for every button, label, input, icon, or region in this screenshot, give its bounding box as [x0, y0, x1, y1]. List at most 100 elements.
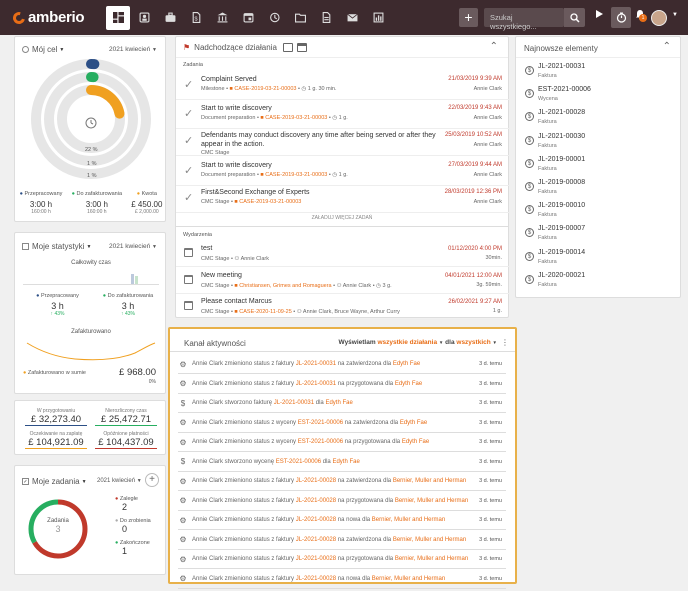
- activity-target-link[interactable]: Edyth Fae: [332, 458, 360, 465]
- activity-row[interactable]: ⚙ Annie Clark zmieniono status z faktury …: [178, 355, 506, 374]
- activity-row[interactable]: ⚙ Annie Clark zmieniono status z wyceny E…: [178, 433, 506, 452]
- collapse-chevron-icon[interactable]: ⌃: [662, 41, 671, 52]
- activity-row[interactable]: ⚙ Annie Clark zmieniono status z faktury …: [178, 511, 506, 530]
- task-title[interactable]: Start to write discovery: [201, 162, 272, 169]
- newest-item[interactable]: $ JL-2019-00007 Faktura: [525, 225, 675, 247]
- newest-item[interactable]: $ JL-2019-00008 Faktura: [525, 179, 675, 201]
- tasks-period-select[interactable]: 2021 kwiecień ▼: [97, 478, 142, 484]
- collapse-chevron-icon[interactable]: ⌃: [489, 41, 498, 52]
- activity-ref-link[interactable]: JL-2021-00028: [295, 478, 337, 484]
- activity-ref-link[interactable]: JL-2021-00028: [295, 536, 337, 543]
- upcoming-event-row[interactable]: test CMC Stage • ⚇ Annie Clark 01/12/2020 …: [176, 242, 510, 267]
- newest-item-id[interactable]: JL-2021-00031: [538, 63, 586, 70]
- user-menu-chevron-icon[interactable]: ▼: [672, 12, 678, 18]
- activity-target-link[interactable]: Bernier, Muller and Herman: [394, 556, 469, 562]
- newest-item[interactable]: $ EST-2021-00006 Wycena: [525, 86, 675, 108]
- activity-target-link[interactable]: Bernier, Muller and Herman: [394, 497, 469, 504]
- activity-target-link[interactable]: Edyth Fae: [392, 361, 421, 367]
- activity-row[interactable]: $ Annie Clark stworzono fakturę JL-2021-0…: [178, 394, 506, 413]
- nav-folder-icon[interactable]: [288, 6, 312, 30]
- upcoming-task-row[interactable]: ✓ Complaint Served Milestone • ■ CASE-2019…: [176, 72, 510, 100]
- calendar-view-icon[interactable]: [282, 43, 293, 52]
- newest-item-id[interactable]: EST-2021-00006: [538, 86, 591, 94]
- load-more-tasks-button[interactable]: ZAŁADUJ WIĘCEJ ZADAŃ: [311, 215, 373, 221]
- tasks-header[interactable]: ✓ Moje zadania ▼: [22, 477, 87, 486]
- money-overdue[interactable]: Opóźnione płatności £ 104,437.09: [95, 431, 157, 449]
- activity-ref-link[interactable]: JL-2021-00028: [295, 497, 337, 504]
- event-title[interactable]: test: [201, 245, 213, 252]
- newest-item[interactable]: $ JL-2019-00001 Faktura: [525, 156, 675, 178]
- money-awaiting[interactable]: Oczekiwanie na zapłatę £ 104,921.09: [25, 431, 87, 449]
- activity-ref-link[interactable]: JL-2021-00028: [295, 556, 337, 562]
- newest-item-id[interactable]: JL-2019-00008: [538, 179, 586, 186]
- activity-row[interactable]: $ Annie Clark stworzono wycenę EST-2021-0…: [178, 453, 506, 472]
- activity-row[interactable]: ⚙ Annie Clark zmieniono status z faktury …: [178, 472, 506, 491]
- upcoming-task-row[interactable]: ✓ Start to write discovery Document prepar…: [176, 158, 510, 186]
- calendar-add-icon[interactable]: [296, 43, 307, 52]
- task-case-link[interactable]: CASE-2019-03-21-00003: [239, 199, 302, 205]
- nav-mail-icon[interactable]: [340, 6, 364, 30]
- activity-filter[interactable]: Wyświetlam wszystkie działania ▼ dla wsz…: [338, 339, 497, 346]
- event-case-link[interactable]: CASE-2020-11-09-25: [239, 309, 292, 315]
- task-title[interactable]: Defendants may conduct discovery any tim…: [201, 132, 436, 148]
- task-case-link[interactable]: CASE-2019-03-21-00003: [234, 86, 297, 92]
- check-icon[interactable]: ✓: [184, 108, 194, 120]
- search-icon[interactable]: [564, 8, 585, 27]
- activity-target-link[interactable]: Bernier, Muller and Herman: [371, 575, 446, 582]
- more-options-icon[interactable]: ⋮: [501, 338, 509, 347]
- activity-target-link[interactable]: Edyth Fae: [394, 380, 423, 387]
- task-title[interactable]: First&Second Exchange of Experts: [201, 189, 310, 196]
- nav-briefcase-icon[interactable]: [158, 6, 182, 30]
- money-in-prep[interactable]: W przygotowaniu £ 32,273.40: [25, 408, 87, 426]
- quick-add-button[interactable]: +: [459, 8, 478, 27]
- stats-header[interactable]: Moje statystyki ▼: [22, 242, 91, 251]
- task-title[interactable]: Complaint Served: [201, 76, 257, 83]
- newest-item-id[interactable]: JL-2019-00014: [538, 248, 586, 256]
- activity-row[interactable]: ⚙ Annie Clark zmieniono status z faktury …: [178, 375, 506, 394]
- newest-item-id[interactable]: JL-2021-00028: [538, 109, 586, 117]
- newest-item[interactable]: $ JL-2019-00014 Faktura: [525, 249, 675, 271]
- activity-ref-link[interactable]: JL-2021-00031: [295, 361, 337, 367]
- activity-ref-link[interactable]: EST-2021-00006: [275, 458, 322, 465]
- activity-target-link[interactable]: Bernier, Muller and Herman: [371, 517, 446, 523]
- newest-item[interactable]: $ JL-2021-00031 Faktura: [525, 63, 675, 85]
- nav-bank-icon[interactable]: [210, 6, 234, 30]
- activity-target-link[interactable]: Bernier, Muller and Herman: [392, 536, 467, 543]
- task-case-link[interactable]: CASE-2019-03-21-00003: [265, 172, 328, 178]
- upcoming-event-row[interactable]: Please contact Marcus CMC Stage • ■ CASE-…: [176, 295, 510, 320]
- nav-contacts-icon[interactable]: [132, 6, 156, 30]
- newest-item[interactable]: $ JL-2020-00021 Faktura: [525, 272, 675, 294]
- timer-icon[interactable]: [611, 7, 631, 28]
- nav-chart-icon[interactable]: [366, 6, 390, 30]
- stats-period-select[interactable]: 2021 kwiecień ▼: [109, 243, 157, 250]
- app-logo[interactable]: amberio: [10, 9, 85, 26]
- check-icon[interactable]: ✓: [184, 165, 194, 177]
- nav-document-icon[interactable]: $: [184, 6, 208, 30]
- bell-icon[interactable]: 1: [635, 9, 647, 23]
- activity-row[interactable]: ⚙ Annie Clark zmieniono status z faktury …: [178, 492, 506, 511]
- event-case-link[interactable]: Christiansen, Grimes and Romaguera: [239, 283, 332, 289]
- nav-dashboard-icon[interactable]: [106, 5, 131, 30]
- tasks-legend-overdue[interactable]: ● Zaległe 2: [115, 496, 138, 512]
- activity-row[interactable]: ⚙ Annie Clark zmieniono status z faktury …: [178, 550, 506, 569]
- task-case-link[interactable]: CASE-2019-03-21-00003: [265, 115, 328, 121]
- activity-ref-link[interactable]: JL-2021-00028: [295, 517, 337, 523]
- activity-ref-link[interactable]: EST-2021-00006: [297, 419, 344, 426]
- activity-row[interactable]: ⚙ Annie Clark zmieniono status z faktury …: [178, 570, 506, 589]
- activity-target-link[interactable]: Edyth Fae: [399, 419, 428, 426]
- newest-item-id[interactable]: JL-2019-00010: [538, 202, 586, 210]
- activity-target-link[interactable]: Edyth Fae: [325, 400, 353, 406]
- goal-period-select[interactable]: 2021 kwiecień ▼: [109, 46, 157, 53]
- activity-row[interactable]: ⚙ Annie Clark zmieniono status z faktury …: [178, 531, 506, 550]
- global-search-input[interactable]: Szukaj wszystkiego...: [484, 8, 564, 31]
- upcoming-task-row[interactable]: ✓ First&Second Exchange of Experts CMC Sta…: [176, 185, 510, 213]
- newest-item-id[interactable]: JL-2021-00030: [538, 132, 586, 140]
- add-task-button[interactable]: +: [145, 473, 159, 487]
- activity-target-link[interactable]: Edyth Fae: [401, 439, 430, 445]
- nav-file-icon[interactable]: [314, 6, 338, 30]
- newest-item[interactable]: $ JL-2019-00010 Faktura: [525, 202, 675, 224]
- nav-calendar-icon[interactable]: [236, 6, 260, 30]
- newest-item-id[interactable]: JL-2019-00001: [538, 155, 586, 163]
- check-icon[interactable]: ✓: [184, 135, 194, 147]
- check-icon[interactable]: ✓: [184, 192, 194, 204]
